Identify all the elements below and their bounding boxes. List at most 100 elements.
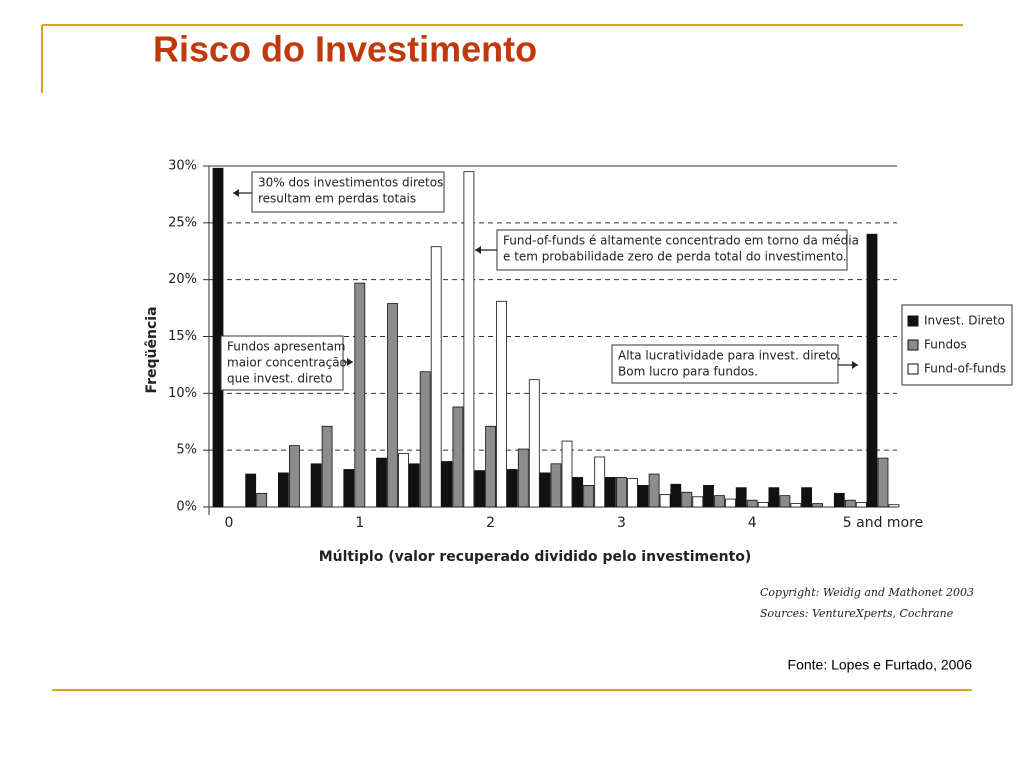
bar [670, 483, 682, 508]
bar [812, 503, 823, 508]
bar [550, 463, 562, 508]
bar [310, 463, 322, 508]
bar [703, 485, 714, 508]
bar [474, 470, 486, 508]
bar [288, 445, 300, 508]
arrow-head [852, 361, 858, 369]
bar [321, 425, 333, 508]
bar [506, 469, 518, 508]
annotation-text: Alta lucratividade para invest. direto. [618, 349, 841, 363]
x-tick-label: 1 [355, 515, 364, 531]
bar [354, 282, 366, 508]
bar [627, 478, 638, 508]
arrow-head [475, 246, 481, 254]
bar [735, 487, 747, 508]
annotation-text: Bom lucro para fundos. [618, 365, 758, 379]
bar [398, 453, 409, 508]
legend-label: Fund-of-funds [924, 362, 1006, 376]
annotation-box [220, 335, 344, 391]
bar [681, 491, 693, 508]
bar [441, 461, 453, 508]
y-tick-label: 20% [168, 272, 197, 287]
bar [452, 406, 464, 508]
bar [594, 456, 606, 508]
bar [528, 379, 540, 508]
annotation-text: que invest. direto [227, 372, 332, 386]
bar [605, 477, 616, 508]
bar [616, 477, 627, 508]
bar [387, 303, 398, 508]
bar [245, 473, 257, 508]
annotation-text: 30% dos investimentos diretos [258, 176, 443, 190]
annotation-text: Fund-of-funds é altamente concentrado em… [503, 234, 859, 248]
bar [517, 448, 529, 508]
annotation-box [496, 229, 848, 271]
annotation-text: maior concentração [227, 356, 347, 370]
bar [430, 246, 442, 508]
bar [256, 492, 268, 508]
bar [463, 171, 475, 508]
bar [648, 473, 660, 508]
bar [583, 485, 595, 508]
bar [485, 425, 497, 508]
x-tick-label: 0 [225, 515, 234, 531]
x-tick-label: 3 [617, 515, 626, 531]
bar [746, 499, 758, 508]
y-tick-label: 25% [168, 215, 197, 230]
bar [572, 477, 584, 508]
annotation-box [251, 171, 445, 213]
legend-label: Invest. Direto [924, 314, 1005, 328]
annotation-text: Fundos apresentam [227, 340, 346, 354]
bar [561, 440, 573, 508]
bar [768, 487, 780, 508]
bar [888, 504, 900, 508]
bar [408, 463, 420, 508]
bar [343, 469, 355, 508]
x-tick-label: 5 and more [843, 515, 923, 531]
arrow-head [347, 358, 353, 366]
legend-swatch [907, 315, 919, 327]
bar [277, 472, 289, 508]
note: Sources: VentureXperts, Cochrane [760, 607, 954, 620]
annotation-text: resultam em perdas totais [258, 192, 416, 206]
bar [725, 498, 736, 508]
arrow-head [233, 189, 239, 197]
legend-swatch [907, 363, 919, 375]
x-tick-label: 4 [748, 515, 757, 531]
bar [877, 457, 889, 508]
source: Fonte: Lopes e Furtado, 2006 [788, 657, 973, 673]
bar [714, 495, 725, 508]
annotation-box [611, 344, 839, 384]
slide-title: Risco do Investimento [153, 29, 537, 70]
legend-label: Fundos [924, 338, 967, 352]
y-tick-label: 5% [176, 443, 197, 458]
y-tick-label: 0% [176, 500, 197, 515]
bar [833, 492, 845, 508]
bar [419, 371, 431, 508]
bar [692, 496, 704, 508]
bar [376, 457, 387, 508]
bar [637, 485, 649, 508]
bar [539, 472, 551, 508]
y-axis-label: Freqüência [144, 306, 160, 393]
bar [779, 495, 791, 508]
bar [757, 502, 769, 508]
bar [659, 494, 671, 508]
legend-box [901, 304, 1013, 386]
x-tick-label: 2 [486, 515, 495, 531]
annotation-text: e tem probabilidade zero de perda total … [503, 250, 847, 264]
bar [801, 487, 812, 508]
y-tick-label: 15% [168, 329, 197, 344]
bar [790, 503, 802, 508]
y-tick-label: 10% [168, 386, 197, 401]
bar [496, 300, 508, 508]
bar [844, 499, 856, 508]
bar [855, 502, 867, 508]
bar [866, 233, 878, 508]
note: Copyright: Weidig and Mathonet 2003 [760, 586, 974, 599]
legend-swatch [907, 339, 919, 351]
y-tick-label: 30% [168, 159, 197, 174]
x-axis-label: Múltiplo (valor recuperado dividido pelo… [319, 549, 752, 565]
